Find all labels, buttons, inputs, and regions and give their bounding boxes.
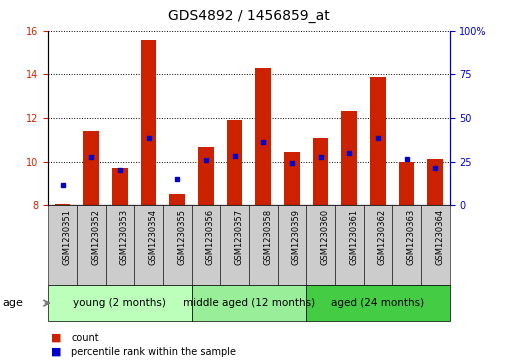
Bar [192, 285, 306, 321]
Bar [335, 205, 364, 285]
Bar [77, 205, 106, 285]
Bar [106, 205, 134, 285]
Text: GSM1230355: GSM1230355 [177, 209, 186, 265]
Bar [83, 131, 99, 205]
Bar [141, 40, 156, 205]
Text: GSM1230354: GSM1230354 [148, 209, 157, 265]
Bar [169, 194, 185, 205]
Text: GSM1230356: GSM1230356 [206, 209, 215, 265]
Text: GSM1230364: GSM1230364 [435, 209, 444, 265]
Bar [277, 205, 306, 285]
Text: GSM1230362: GSM1230362 [378, 209, 387, 265]
Text: GSM1230357: GSM1230357 [235, 209, 244, 265]
Bar [55, 204, 71, 205]
Bar [392, 205, 421, 285]
Bar [421, 205, 450, 285]
Text: young (2 months): young (2 months) [74, 298, 166, 308]
Bar [364, 205, 392, 285]
Text: aged (24 months): aged (24 months) [331, 298, 425, 308]
Bar [370, 77, 386, 205]
Bar [399, 162, 415, 205]
Bar [427, 159, 443, 205]
Bar [163, 205, 192, 285]
Text: GSM1230363: GSM1230363 [406, 209, 416, 265]
Bar [306, 205, 335, 285]
Bar [249, 205, 277, 285]
Text: GSM1230351: GSM1230351 [62, 209, 72, 265]
Bar [313, 138, 329, 205]
Text: GSM1230361: GSM1230361 [350, 209, 358, 265]
Text: count: count [71, 333, 99, 343]
Bar [306, 285, 450, 321]
Bar [256, 68, 271, 205]
Bar [284, 152, 300, 205]
Bar [198, 147, 214, 205]
Bar [48, 285, 192, 321]
Bar [134, 205, 163, 285]
Bar [48, 205, 77, 285]
Bar [341, 111, 357, 205]
Text: GSM1230358: GSM1230358 [263, 209, 272, 265]
Text: age: age [3, 298, 23, 308]
Bar [227, 120, 242, 205]
Text: percentile rank within the sample: percentile rank within the sample [71, 347, 236, 357]
Bar [220, 205, 249, 285]
Text: ■: ■ [51, 333, 61, 343]
Text: GSM1230359: GSM1230359 [292, 209, 301, 265]
Text: GSM1230353: GSM1230353 [120, 209, 129, 265]
Bar [112, 168, 128, 205]
Text: GSM1230352: GSM1230352 [91, 209, 100, 265]
Bar [192, 205, 220, 285]
Text: ■: ■ [51, 347, 61, 357]
Text: GSM1230360: GSM1230360 [321, 209, 330, 265]
Text: middle aged (12 months): middle aged (12 months) [183, 298, 315, 308]
Text: GDS4892 / 1456859_at: GDS4892 / 1456859_at [168, 9, 330, 23]
